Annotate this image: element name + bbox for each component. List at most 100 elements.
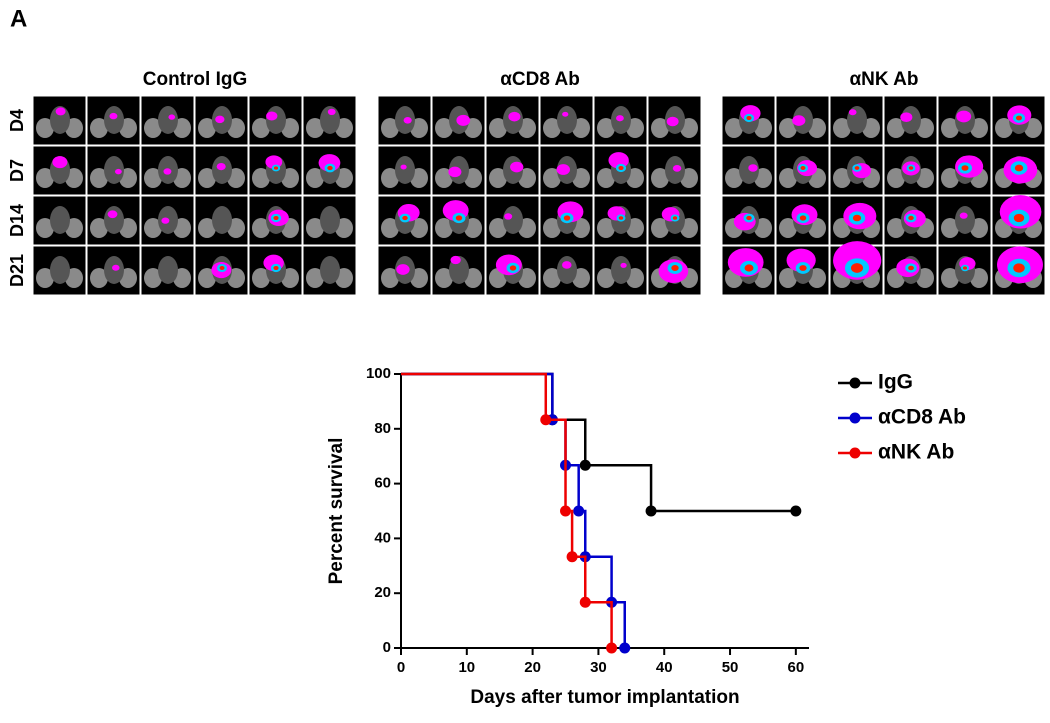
survival-step xyxy=(401,372,554,420)
ear xyxy=(252,268,270,288)
legend-marker xyxy=(849,377,861,389)
ear xyxy=(597,268,615,288)
x-tick-label: 10 xyxy=(458,659,475,676)
ear xyxy=(725,118,743,138)
ear xyxy=(144,118,162,138)
ear xyxy=(597,218,615,238)
ear xyxy=(381,118,399,138)
survival-step xyxy=(552,418,587,466)
legend-marker xyxy=(849,447,861,459)
mouse-image xyxy=(32,95,87,146)
signal-peak xyxy=(273,215,279,221)
survival-point xyxy=(573,505,585,517)
ear xyxy=(306,118,324,138)
signal-peak xyxy=(850,263,864,273)
head xyxy=(395,156,415,184)
signal-peak xyxy=(273,265,279,271)
mouse-image xyxy=(721,245,776,296)
head xyxy=(50,256,70,284)
x-tick-label: 30 xyxy=(590,659,607,676)
y-tick-label: 40 xyxy=(374,529,391,546)
signal xyxy=(327,108,336,116)
x-tick-label: 0 xyxy=(397,659,405,676)
signal xyxy=(396,264,410,275)
mouse-image xyxy=(937,245,992,296)
head xyxy=(739,156,759,184)
mouse-image xyxy=(431,195,486,246)
mouse-image xyxy=(647,145,702,196)
ear xyxy=(435,118,453,138)
mouse-image xyxy=(431,245,486,296)
x-tick-label: 20 xyxy=(524,659,541,676)
ear xyxy=(941,218,959,238)
mouse-image xyxy=(86,145,141,196)
survival-point xyxy=(619,642,631,654)
signal xyxy=(848,109,857,116)
mouse-image xyxy=(194,95,249,146)
ear xyxy=(435,268,453,288)
mouse-image xyxy=(140,195,195,246)
x-tick-label: 60 xyxy=(787,659,804,676)
ear xyxy=(381,168,399,188)
mouse-image xyxy=(140,95,195,146)
signal-peak xyxy=(1014,164,1024,172)
signal xyxy=(608,152,629,169)
ear xyxy=(198,168,216,188)
ear xyxy=(144,268,162,288)
signal-peak xyxy=(746,115,752,121)
ear xyxy=(381,268,399,288)
survival-step xyxy=(611,600,626,648)
signal xyxy=(456,114,471,126)
ear xyxy=(887,218,905,238)
mouse-image xyxy=(194,245,249,296)
signal-peak xyxy=(671,265,679,271)
ear xyxy=(833,118,851,138)
signal xyxy=(748,164,758,172)
signal-peak xyxy=(618,165,624,171)
mouse-image xyxy=(377,95,432,146)
mouse-image xyxy=(485,145,540,196)
signal xyxy=(508,111,521,122)
ear xyxy=(995,118,1013,138)
survival-step xyxy=(552,418,567,466)
signal-peak xyxy=(746,215,752,221)
imaging-panels: Control IgG αCD8 Ab αNK Ab D4 D7 D14 D21 xyxy=(7,69,1046,296)
survival-step xyxy=(585,555,613,603)
signal-peak xyxy=(854,166,860,170)
signal xyxy=(672,164,682,172)
survival-step xyxy=(401,372,554,420)
ear xyxy=(941,118,959,138)
survival-point xyxy=(790,505,802,517)
signal xyxy=(400,164,407,170)
signal xyxy=(616,115,624,122)
x-tick-label: 40 xyxy=(656,659,673,676)
signal xyxy=(107,210,118,219)
ear xyxy=(306,218,324,238)
mouse-image xyxy=(32,145,87,196)
mouse-image xyxy=(593,145,648,196)
mouse-image xyxy=(248,95,303,146)
signal xyxy=(448,166,462,178)
head xyxy=(50,206,70,234)
ear xyxy=(543,118,561,138)
survival-point xyxy=(566,551,578,563)
mouse-image xyxy=(775,245,830,296)
ear xyxy=(543,268,561,288)
mouse-image xyxy=(140,245,195,296)
ear xyxy=(725,168,743,188)
mouse-image xyxy=(377,245,432,296)
mouse-image xyxy=(829,195,884,246)
mouse-image xyxy=(883,145,938,196)
signal xyxy=(168,114,176,120)
ear xyxy=(36,268,54,288)
survival-step xyxy=(565,463,580,511)
signal-peak xyxy=(961,165,969,171)
mouse-image xyxy=(248,145,303,196)
ear xyxy=(597,168,615,188)
ear xyxy=(779,268,797,288)
survival-point xyxy=(579,596,591,608)
signal-peak xyxy=(908,215,914,221)
mouse-image xyxy=(937,145,992,196)
ear xyxy=(198,218,216,238)
signal xyxy=(792,115,806,126)
